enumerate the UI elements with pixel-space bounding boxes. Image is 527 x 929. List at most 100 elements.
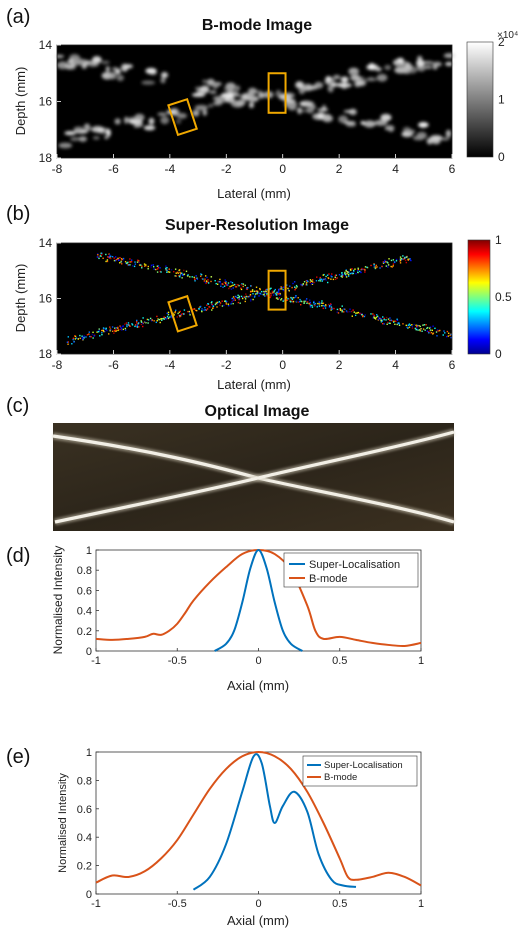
localisation-point xyxy=(297,301,299,303)
localisation-point xyxy=(167,271,169,273)
localisation-point xyxy=(108,257,111,259)
localisation-point xyxy=(125,262,127,265)
localisation-point xyxy=(388,258,390,260)
localisation-point xyxy=(175,272,177,274)
localisation-point xyxy=(198,307,200,309)
localisation-point xyxy=(429,329,432,331)
localisation-point xyxy=(149,317,152,320)
localisation-point xyxy=(359,312,361,314)
localisation-point xyxy=(245,296,247,298)
d-ytick-label: 0.6 xyxy=(77,585,92,597)
localisation-point xyxy=(237,301,240,304)
localisation-point xyxy=(372,313,374,315)
panel-label-e: (e) xyxy=(6,746,31,768)
localisation-point xyxy=(380,317,382,320)
localisation-point xyxy=(272,292,274,294)
localisation-point xyxy=(364,271,366,273)
localisation-point xyxy=(316,306,318,308)
localisation-point xyxy=(300,303,302,306)
localisation-point xyxy=(292,301,295,304)
localisation-point xyxy=(119,325,121,327)
b-colorbar-tick-label: 1 xyxy=(495,233,502,247)
localisation-point xyxy=(221,283,224,285)
localisation-point xyxy=(277,298,279,300)
localisation-point xyxy=(331,308,333,310)
localisation-point xyxy=(311,280,313,282)
localisation-point xyxy=(251,295,253,297)
localisation-point xyxy=(311,279,314,281)
localisation-point xyxy=(328,305,331,307)
localisation-point xyxy=(406,256,408,258)
localisation-point xyxy=(141,322,144,325)
bmode-speckle-blob xyxy=(78,136,88,142)
localisation-point xyxy=(232,287,234,289)
localisation-point xyxy=(291,297,293,299)
localisation-point xyxy=(364,269,366,271)
localisation-point xyxy=(85,336,87,338)
panel-e-ylabel: Normalised Intensity xyxy=(57,773,69,873)
localisation-point xyxy=(72,337,75,340)
localisation-point xyxy=(410,259,412,262)
localisation-point xyxy=(279,294,281,296)
localisation-point xyxy=(211,301,213,303)
localisation-point xyxy=(234,285,236,288)
localisation-point xyxy=(307,280,309,283)
localisation-point xyxy=(277,288,280,291)
bmode-speckle-blob xyxy=(360,121,365,125)
localisation-point xyxy=(363,315,366,318)
b-roi-box xyxy=(267,269,287,311)
localisation-point xyxy=(355,312,357,314)
localisation-point xyxy=(155,321,157,324)
localisation-point xyxy=(295,294,297,297)
localisation-point xyxy=(106,259,109,261)
localisation-point xyxy=(147,265,150,268)
localisation-point xyxy=(223,281,226,284)
localisation-point xyxy=(127,261,129,264)
bmode-speckle-blob xyxy=(106,129,111,137)
localisation-point xyxy=(347,311,349,313)
localisation-point xyxy=(320,278,322,280)
localisation-point xyxy=(230,302,232,305)
d-xtick-label: -1 xyxy=(91,655,101,667)
localisation-point xyxy=(134,263,137,265)
bmode-speckle-blob xyxy=(100,60,110,65)
localisation-point xyxy=(142,317,144,319)
localisation-point xyxy=(161,319,163,322)
localisation-point xyxy=(121,329,123,331)
localisation-point xyxy=(153,268,155,270)
localisation-point xyxy=(140,323,143,326)
localisation-point xyxy=(100,254,103,256)
bmode-speckle-blob xyxy=(116,74,125,82)
localisation-point xyxy=(376,266,378,268)
localisation-point xyxy=(120,326,122,328)
bmode-speckle-blob xyxy=(380,113,392,122)
localisation-point xyxy=(113,329,116,332)
localisation-point xyxy=(234,295,237,298)
localisation-point xyxy=(208,306,210,308)
localisation-point xyxy=(330,274,332,277)
localisation-point xyxy=(136,319,138,322)
localisation-point xyxy=(297,297,299,299)
localisation-point xyxy=(313,304,316,307)
localisation-point xyxy=(132,265,134,267)
localisation-point xyxy=(117,258,119,260)
localisation-point xyxy=(238,284,240,287)
localisation-point xyxy=(375,264,377,267)
panel-e-axes: -1 -0.5 0 0.5 1 0 0.2 0.4 0.6 0.8 1 xyxy=(77,747,424,910)
localisation-point xyxy=(204,306,206,309)
localisation-point xyxy=(340,275,342,278)
localisation-point xyxy=(411,327,414,329)
localisation-point xyxy=(252,293,254,295)
localisation-point xyxy=(102,257,104,259)
localisation-point xyxy=(102,327,105,329)
localisation-point xyxy=(230,285,233,287)
localisation-point xyxy=(444,332,446,334)
localisation-point xyxy=(263,293,265,296)
localisation-point xyxy=(409,324,412,327)
localisation-point xyxy=(326,281,329,284)
localisation-point xyxy=(402,258,404,260)
localisation-point xyxy=(205,309,208,311)
bmode-speckle-blob xyxy=(431,138,441,145)
localisation-point xyxy=(137,322,140,324)
localisation-point xyxy=(179,316,181,318)
